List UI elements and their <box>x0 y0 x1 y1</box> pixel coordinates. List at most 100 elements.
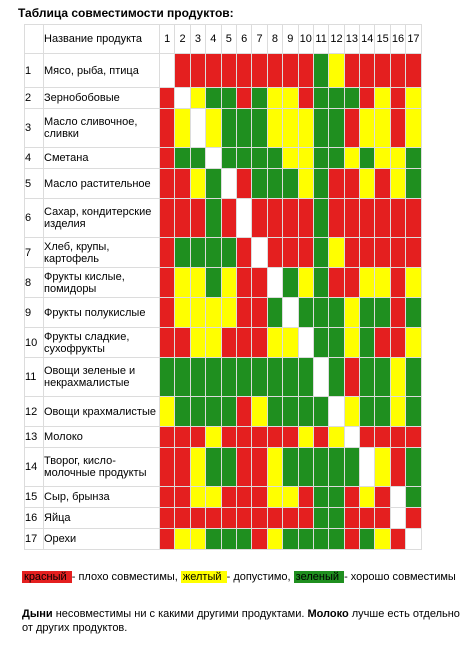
compatibility-cell-10-9 <box>282 327 299 358</box>
compatibility-cell-6-2 <box>174 198 191 238</box>
compatibility-cell-13-8 <box>266 426 284 448</box>
compatibility-cell-12-8 <box>266 396 284 427</box>
column-header-11: 11 <box>312 24 330 54</box>
compatibility-cell-1-9 <box>282 53 299 88</box>
compatibility-cell-16-11 <box>312 507 330 529</box>
column-header-15: 15 <box>374 24 391 54</box>
compatibility-cell-4-7 <box>251 147 268 169</box>
compatibility-cell-14-3 <box>189 447 207 487</box>
compatibility-cell-4-13 <box>343 147 361 169</box>
column-header-9: 9 <box>282 24 299 54</box>
compatibility-cell-10-7 <box>251 327 268 358</box>
compatibility-cell-6-13 <box>343 198 361 238</box>
compatibility-cell-11-15 <box>374 357 391 397</box>
compatibility-cell-2-5 <box>220 87 237 109</box>
compatibility-cell-15-16 <box>389 486 407 508</box>
compatibility-cell-5-10 <box>297 168 314 199</box>
compatibility-cell-12-13 <box>343 396 361 427</box>
compatibility-cell-6-5 <box>220 198 237 238</box>
row-number: 7 <box>24 237 44 268</box>
compatibility-cell-4-5 <box>220 147 237 169</box>
compatibility-cell-15-4 <box>205 486 222 508</box>
compatibility-cell-17-13 <box>343 528 361 550</box>
compatibility-cell-1-13 <box>343 53 361 88</box>
table-row: 10 Фрукты сладкие, сухофрукты <box>24 327 422 358</box>
footnote-text-1: несовместимы ни с какими другими продукт… <box>52 608 308 620</box>
compatibility-cell-16-15 <box>374 507 391 529</box>
column-header-14: 14 <box>359 24 376 54</box>
compatibility-cell-1-3 <box>189 53 207 88</box>
compatibility-cell-11-16 <box>389 357 407 397</box>
compatibility-cell-3-16 <box>389 108 407 148</box>
compatibility-cell-17-11 <box>312 528 330 550</box>
compatibility-cell-12-9 <box>282 396 299 427</box>
compatibility-cell-15-13 <box>343 486 361 508</box>
row-number: 2 <box>24 87 44 109</box>
legend-red-text: - плохо совместимы, <box>71 571 181 583</box>
compatibility-cell-15-9 <box>282 486 299 508</box>
compatibility-cell-17-9 <box>282 528 299 550</box>
compatibility-cell-15-7 <box>251 486 268 508</box>
compatibility-cell-3-4 <box>205 108 222 148</box>
compatibility-cell-9-9 <box>282 297 299 328</box>
compatibility-cell-6-11 <box>312 198 330 238</box>
table-row: 2 Зернобобовые <box>24 87 422 109</box>
compatibility-cell-10-3 <box>189 327 207 358</box>
compatibility-cell-5-2 <box>174 168 191 199</box>
compatibility-cell-11-13 <box>343 357 361 397</box>
table-row: 16 Яйца <box>24 507 422 529</box>
compatibility-cell-12-12 <box>328 396 345 427</box>
compatibility-cell-9-6 <box>235 297 253 328</box>
compatibility-cell-4-17 <box>405 147 422 169</box>
compatibility-cell-2-11 <box>312 87 330 109</box>
compatibility-cell-17-17 <box>405 528 422 550</box>
row-number: 4 <box>24 147 44 169</box>
compatibility-cell-14-5 <box>220 447 237 487</box>
legend-yellow-label: желтый <box>180 571 227 583</box>
compatibility-cell-2-6 <box>235 87 253 109</box>
table-row: 13 Молоко <box>24 426 422 448</box>
table-row: 7 Хлеб, крупы, картофель <box>24 237 422 268</box>
compatibility-cell-9-1 <box>158 297 176 328</box>
product-name: Хлеб, крупы, картофель <box>43 237 160 268</box>
compatibility-cell-13-9 <box>282 426 299 448</box>
compatibility-cell-4-11 <box>312 147 330 169</box>
compatibility-cell-13-10 <box>297 426 314 448</box>
product-name-header: Название продукта <box>43 24 160 54</box>
table-header-row: Название продукта 1 2 3 4 5 6 7 8 9 10 11 12 13 14 15 1… <box>24 24 422 54</box>
compatibility-cell-7-2 <box>174 237 191 268</box>
product-name: Фрукты кислые, помидоры <box>43 267 160 298</box>
compatibility-cell-15-12 <box>328 486 345 508</box>
compatibility-cell-9-7 <box>251 297 268 328</box>
compatibility-cell-3-12 <box>328 108 345 148</box>
compatibility-cell-9-16 <box>389 297 407 328</box>
compatibility-cell-2-13 <box>343 87 361 109</box>
compatibility-cell-10-17 <box>405 327 422 358</box>
compatibility-cell-11-9 <box>282 357 299 397</box>
compatibility-cell-9-5 <box>220 297 237 328</box>
product-name: Мясо, рыба, птица <box>43 53 160 88</box>
table-body: 1 Мясо, рыба, птица 2 Зернобобовые 3 Масло сл… <box>24 53 422 550</box>
table-row: 5 Масло растительное <box>24 168 422 199</box>
compatibility-cell-2-8 <box>266 87 284 109</box>
compatibility-cell-1-5 <box>220 53 237 88</box>
compatibility-cell-6-8 <box>266 198 284 238</box>
compatibility-cell-17-1 <box>158 528 176 550</box>
compatibility-cell-6-1 <box>158 198 176 238</box>
number-header <box>24 24 44 54</box>
compatibility-cell-3-6 <box>235 108 253 148</box>
product-name: Сыр, брынза <box>43 486 160 508</box>
compatibility-cell-11-7 <box>251 357 268 397</box>
compatibility-cell-7-6 <box>235 237 253 268</box>
row-number: 17 <box>24 528 44 550</box>
compatibility-cell-13-6 <box>235 426 253 448</box>
compatibility-cell-4-4 <box>205 147 222 169</box>
compatibility-cell-7-7 <box>251 237 268 268</box>
footnote-milk: Молоко <box>307 608 349 620</box>
compatibility-cell-2-9 <box>282 87 299 109</box>
compatibility-cell-14-14 <box>359 447 376 487</box>
compatibility-cell-16-14 <box>359 507 376 529</box>
compatibility-cell-5-11 <box>312 168 330 199</box>
compatibility-cell-2-17 <box>405 87 422 109</box>
compatibility-cell-7-14 <box>359 237 376 268</box>
